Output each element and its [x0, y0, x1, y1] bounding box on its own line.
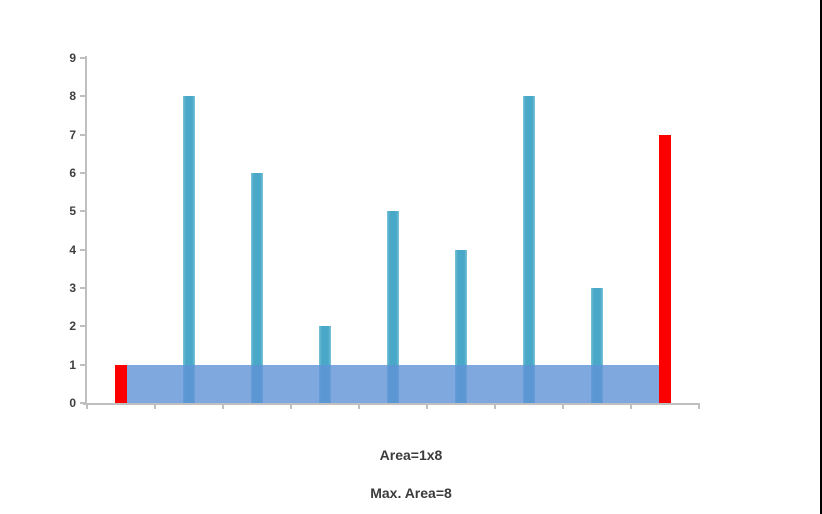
pointer-bar: [115, 365, 127, 403]
x-axis-tick: [86, 403, 88, 409]
histogram-bar: [251, 173, 263, 403]
pointer-bar: [659, 135, 671, 403]
y-axis-tick-label: 0: [69, 396, 76, 410]
y-axis-tick: [80, 402, 86, 404]
x-axis-tick: [698, 403, 700, 409]
y-axis-tick-label: 4: [69, 243, 76, 257]
caption-area: Area=1x8: [379, 447, 443, 463]
y-axis-tick-label: 1: [69, 358, 76, 372]
y-axis-tick-label: 5: [69, 204, 76, 218]
histogram-bar: [387, 211, 399, 403]
y-axis-tick-label: 7: [69, 128, 76, 142]
y-axis-tick: [80, 134, 86, 136]
x-axis-tick: [630, 403, 632, 409]
x-axis-tick: [426, 403, 428, 409]
y-axis-tick: [80, 57, 86, 59]
x-axis-tick: [358, 403, 360, 409]
histogram-bar: [523, 96, 535, 403]
y-axis-tick-label: 8: [69, 89, 76, 103]
y-axis-tick-label: 3: [69, 281, 76, 295]
histogram-bar: [183, 96, 195, 403]
y-axis-tick: [80, 95, 86, 97]
y-axis-tick: [80, 249, 86, 251]
x-axis-tick: [154, 403, 156, 409]
x-axis-tick: [290, 403, 292, 409]
y-axis-tick-label: 6: [69, 166, 76, 180]
y-axis-tick: [80, 210, 86, 212]
x-axis-tick: [222, 403, 224, 409]
y-axis-tick-label: 2: [69, 319, 76, 333]
caption-max-area: Max. Area=8: [370, 485, 452, 501]
x-axis-tick: [562, 403, 564, 409]
y-axis-tick: [80, 325, 86, 327]
histogram-bar: [455, 250, 467, 403]
right-edge-line: [820, 0, 822, 514]
y-axis-tick-label: 9: [69, 51, 76, 65]
y-axis-tick: [80, 172, 86, 174]
water-band: [127, 365, 659, 403]
y-axis-tick: [80, 287, 86, 289]
x-axis-line: [83, 403, 700, 405]
x-axis-tick: [494, 403, 496, 409]
y-axis-tick: [80, 364, 86, 366]
y-axis-line: [85, 56, 87, 404]
